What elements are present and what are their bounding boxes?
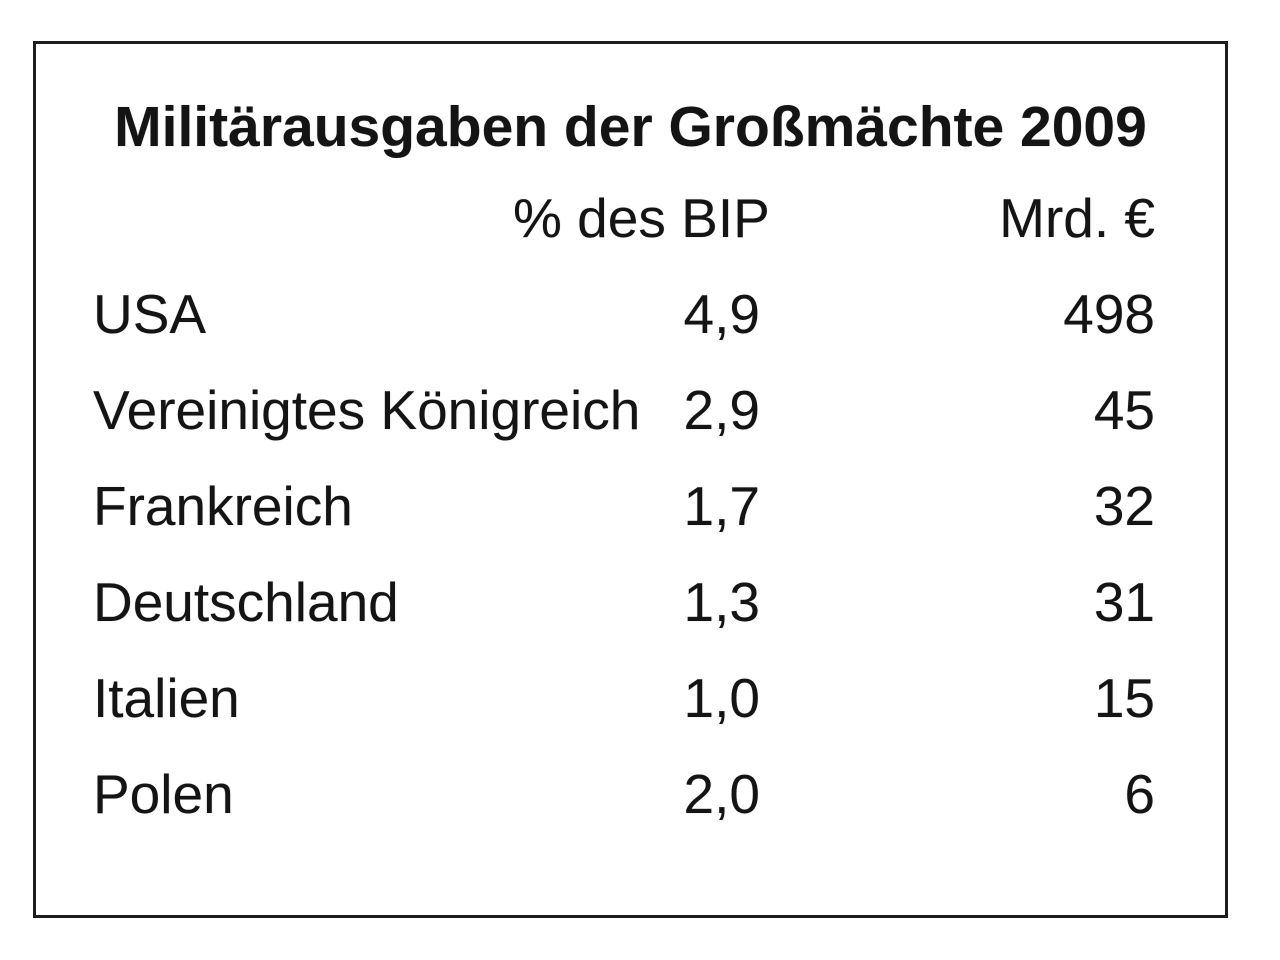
country-cell: Italien	[93, 667, 240, 729]
country-cell: Vereinigtes Königreich	[93, 379, 641, 441]
column-header-country	[93, 170, 513, 266]
table-row: Polen 2,0 6	[93, 746, 1155, 842]
table-row: Vereinigtes Königreich 2,9 45	[93, 362, 1155, 458]
gdp-share-cell: 2,0	[683, 763, 760, 825]
amount-cell: 32	[1093, 475, 1155, 537]
column-header-amount: Mrd. €	[999, 187, 1155, 249]
amount-cell: 31	[1093, 571, 1155, 633]
data-table: % des BIP Mrd. € USA 4,9 498 Vereinigtes…	[93, 170, 1155, 842]
amount-cell: 498	[1063, 283, 1155, 345]
column-header-gdp-share: % des BIP	[513, 187, 770, 249]
country-cell: Frankreich	[93, 475, 353, 537]
table-frame: Militärausgaben der Großmächte 2009 % de…	[33, 41, 1228, 918]
table-title: Militärausgaben der Großmächte 2009	[114, 95, 1147, 159]
country-cell: Deutschland	[93, 571, 399, 633]
table-row: Italien 1,0 15	[93, 650, 1155, 746]
country-cell: Polen	[93, 763, 234, 825]
amount-cell: 15	[1093, 667, 1155, 729]
table-row: USA 4,9 498	[93, 266, 1155, 362]
table-body: USA 4,9 498 Vereinigtes Königreich 2,9 4…	[93, 266, 1155, 842]
table-row: Frankreich 1,7 32	[93, 458, 1155, 554]
header-row: % des BIP Mrd. €	[93, 170, 1155, 266]
gdp-share-cell: 1,0	[683, 667, 760, 729]
gdp-share-cell: 4,9	[683, 283, 760, 345]
gdp-share-cell: 2,9	[683, 379, 760, 441]
amount-cell: 45	[1093, 379, 1155, 441]
gdp-share-cell: 1,7	[683, 475, 760, 537]
table-row: Deutschland 1,3 31	[93, 554, 1155, 650]
amount-cell: 6	[1124, 763, 1155, 825]
gdp-share-cell: 1,3	[683, 571, 760, 633]
country-cell: USA	[93, 283, 207, 345]
